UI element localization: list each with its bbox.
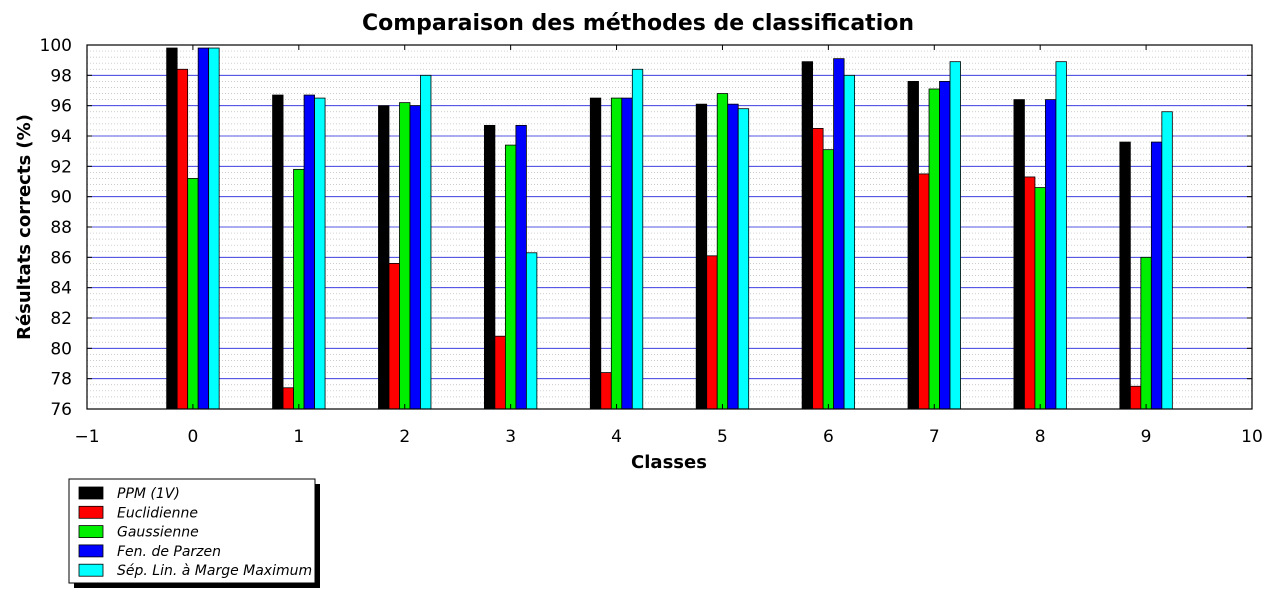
bar-gaussienne-class-6 (822, 149, 835, 410)
bar-fen-de-parzen-class-0 (197, 47, 210, 410)
bar-ppm-1v--class-2 (378, 105, 390, 410)
bar-euclidienne-class-6 (812, 128, 824, 410)
bar-s-p-lin-marge-maximum-class-2 (420, 74, 432, 410)
x-tick-label: 7 (929, 427, 940, 447)
bar-euclidienne-class-8 (1024, 176, 1036, 410)
bar-euclidienne-class-9 (1129, 385, 1142, 410)
bar-euclidienne-class-0 (176, 68, 189, 410)
y-tick-label: 92 (50, 157, 72, 177)
legend-swatch (78, 505, 104, 519)
y-tick-label: 86 (50, 248, 72, 268)
y-tick-label: 80 (50, 339, 72, 359)
bar-euclidienne-class-2 (388, 262, 400, 410)
legend-box (68, 478, 316, 584)
legend-entry: Gaussienne (117, 525, 199, 541)
x-tick-label: 6 (823, 427, 834, 447)
x-tick-label: 1 (293, 427, 304, 447)
bar-gaussienne-class-4 (610, 97, 623, 410)
legend: PPM (1V) Euclidienne Gaussienne Fen. de Par… (68, 478, 320, 588)
bar-euclidienne-class-3 (494, 335, 506, 410)
chart-title: Comparaison des méthodes de classificati… (362, 11, 914, 36)
bar-gaussienne-class-5 (716, 93, 729, 410)
bar-s-p-lin-marge-maximum-class-8 (1055, 61, 1067, 410)
bar-s-p-lin-marge-maximum-class-4 (631, 68, 644, 410)
y-tick-label: 88 (50, 218, 72, 238)
legend-swatch (78, 486, 104, 500)
x-tick-label: −1 (74, 427, 99, 447)
bar-gaussienne-class-1 (293, 168, 305, 410)
x-tick-label: 10 (1241, 427, 1263, 447)
y-tick-label: 98 (50, 66, 72, 86)
bar-gaussienne-class-2 (399, 102, 411, 410)
bar-s-p-lin-marge-maximum-class-0 (208, 47, 220, 410)
bar-gaussienne-class-9 (1140, 256, 1152, 410)
y-tick-label: 82 (50, 309, 72, 329)
bar-fen-de-parzen-class-9 (1150, 141, 1163, 410)
bar-fen-de-parzen-class-2 (409, 105, 421, 410)
bar-ppm-1v--class-9 (1119, 141, 1131, 410)
bar-ppm-1v--class-4 (589, 97, 602, 410)
bar-ppm-1v--class-6 (801, 61, 814, 410)
bar-s-p-lin-marge-maximum-class-5 (737, 108, 750, 410)
y-tick-label: 96 (50, 97, 72, 117)
bars (166, 47, 1173, 410)
bar-gaussienne-class-7 (928, 88, 940, 410)
legend-entry: Euclidienne (117, 505, 198, 521)
y-tick-label: 94 (50, 127, 72, 147)
x-tick-label: 5 (717, 427, 728, 447)
bar-fen-de-parzen-class-3 (515, 124, 527, 410)
bar-s-p-lin-marge-maximum-class-6 (843, 74, 856, 410)
y-axis-label: Résultats corrects (%) (14, 114, 35, 340)
legend-swatch (78, 525, 104, 538)
y-tick-label: 90 (50, 188, 72, 208)
bar-ppm-1v--class-3 (483, 124, 496, 410)
legend-entry: Sép. Lin. à Marge Maximum (117, 563, 312, 579)
grid (87, 44, 1252, 410)
bar-fen-de-parzen-class-1 (303, 94, 315, 410)
x-axis-label: Classes (631, 452, 707, 473)
bar-s-p-lin-marge-maximum-class-9 (1161, 111, 1173, 410)
y-tick-label: 84 (50, 279, 72, 299)
bar-gaussienne-class-0 (187, 178, 199, 410)
x-tick-label: 0 (187, 427, 198, 447)
x-tick-label: 3 (505, 427, 516, 447)
bar-fen-de-parzen-class-5 (727, 103, 739, 410)
bar-fen-de-parzen-class-4 (621, 97, 633, 410)
bar-s-p-lin-marge-maximum-class-1 (314, 97, 326, 410)
legend-swatch (78, 563, 104, 577)
bar-s-p-lin-marge-maximum-class-3 (525, 252, 538, 410)
x-tick-label: 8 (1035, 427, 1046, 447)
legend-entry: Fen. de Parzen (117, 544, 221, 560)
bar-ppm-1v--class-0 (166, 47, 178, 410)
bar-euclidienne-class-7 (918, 173, 930, 410)
x-tick-label: 4 (611, 427, 622, 447)
bar-ppm-1v--class-5 (695, 103, 708, 410)
bar-euclidienne-class-1 (282, 387, 294, 410)
bar-gaussienne-class-8 (1034, 187, 1046, 410)
bar-euclidienne-class-5 (706, 255, 718, 410)
bar-fen-de-parzen-class-6 (833, 58, 845, 410)
bar-fen-de-parzen-class-8 (1045, 99, 1057, 410)
y-tick-label: 100 (40, 36, 72, 56)
bar-euclidienne-class-4 (600, 372, 612, 410)
y-tick-label: 78 (50, 370, 72, 390)
bar-ppm-1v--class-8 (1013, 99, 1025, 410)
bar-fen-de-parzen-class-7 (939, 81, 951, 410)
bar-ppm-1v--class-1 (272, 94, 284, 410)
x-tick-label: 2 (399, 427, 410, 447)
bar-s-p-lin-marge-maximum-class-7 (949, 61, 961, 410)
y-tick-label: 76 (50, 400, 72, 420)
bar-gaussienne-class-3 (504, 144, 517, 410)
legend-swatch (78, 544, 104, 558)
bar-ppm-1v--class-7 (907, 81, 919, 410)
x-tick-label: 9 (1141, 427, 1152, 447)
legend-entry: PPM (1V) (117, 486, 180, 502)
